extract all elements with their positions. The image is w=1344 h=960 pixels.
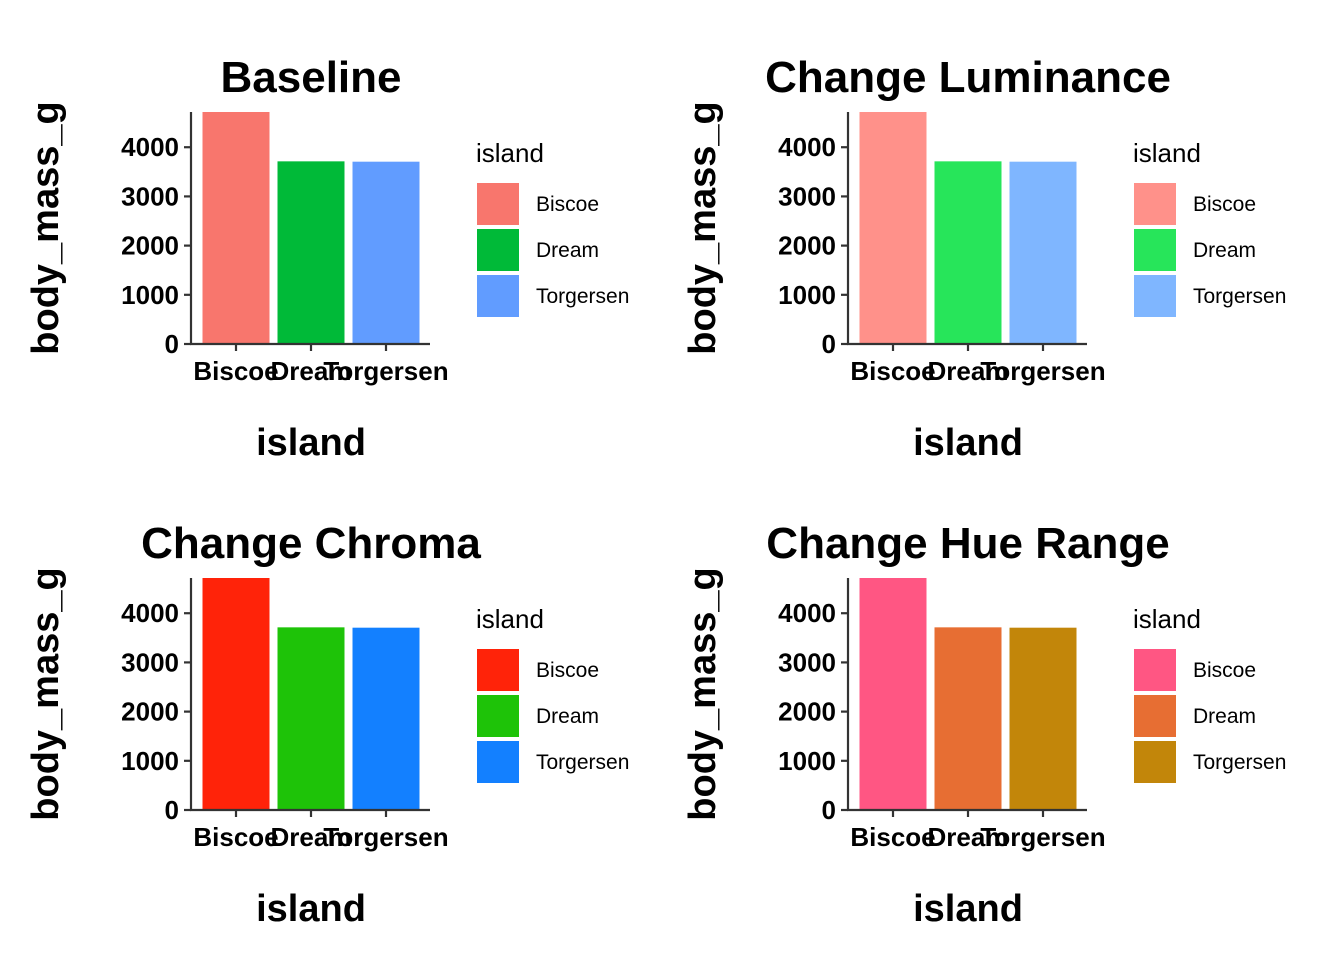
x-tick-label: Dream bbox=[928, 822, 1009, 852]
legend-label: Biscoe bbox=[1193, 659, 1256, 682]
y-tick-label: 3000 bbox=[778, 647, 836, 677]
y-tick-label: 0 bbox=[822, 795, 836, 825]
legend-key-dream bbox=[1134, 229, 1176, 271]
legend-label: Biscoe bbox=[536, 659, 599, 682]
chart-panel-2: Change Luminancebody_mass_gisland0100020… bbox=[682, 53, 1286, 464]
legend-key-dream bbox=[477, 695, 519, 737]
legend-label: Dream bbox=[1193, 239, 1256, 262]
bar-dream bbox=[277, 161, 345, 344]
y-tick-label: 0 bbox=[165, 795, 179, 825]
legend-key-dream bbox=[477, 229, 519, 271]
legend: island Biscoe Dream Torgersen bbox=[476, 138, 629, 317]
x-tick-label: Biscoe bbox=[193, 356, 278, 386]
y-tick-label: 4000 bbox=[121, 132, 179, 162]
legend-label: Torgersen bbox=[1193, 751, 1286, 774]
bar-torgersen bbox=[352, 627, 420, 810]
legend-label: Torgersen bbox=[536, 751, 629, 774]
bar-torgersen bbox=[1009, 161, 1077, 344]
y-tick-label: 1000 bbox=[778, 280, 836, 310]
x-tick-label: Dream bbox=[271, 356, 352, 386]
bar-biscoe bbox=[859, 112, 927, 344]
legend: island Biscoe Dream Torgersen bbox=[1133, 604, 1286, 783]
chart-panel-1: Baselinebody_mass_gisland010002000300040… bbox=[25, 53, 629, 464]
x-axis-title: island bbox=[256, 422, 366, 464]
y-axis-title: body_mass_g bbox=[25, 567, 67, 820]
x-tick-label: Biscoe bbox=[850, 822, 935, 852]
y-tick-label: 3000 bbox=[121, 181, 179, 211]
legend: island Biscoe Dream Torgersen bbox=[1133, 138, 1286, 317]
y-tick-label: 1000 bbox=[121, 746, 179, 776]
y-axis-title: body_mass_g bbox=[25, 101, 67, 354]
x-axis-title: island bbox=[256, 888, 366, 930]
legend: island Biscoe Dream Torgersen bbox=[476, 604, 629, 783]
bar-biscoe bbox=[202, 112, 270, 344]
y-axis-title: body_mass_g bbox=[682, 101, 724, 354]
y-tick-label: 0 bbox=[822, 329, 836, 359]
bar-torgersen bbox=[1009, 627, 1077, 810]
x-tick-label: Biscoe bbox=[193, 822, 278, 852]
legend-title: island bbox=[476, 138, 544, 168]
bar-torgersen bbox=[352, 161, 420, 344]
y-tick-label: 3000 bbox=[121, 647, 179, 677]
y-tick-label: 0 bbox=[165, 329, 179, 359]
legend-label: Torgersen bbox=[536, 285, 629, 308]
bar-dream bbox=[277, 627, 345, 810]
x-axis-title: island bbox=[913, 888, 1023, 930]
x-tick-label: Dream bbox=[928, 356, 1009, 386]
legend-label: Biscoe bbox=[536, 193, 599, 216]
y-tick-label: 2000 bbox=[121, 231, 179, 261]
legend-label: Dream bbox=[536, 705, 599, 728]
legend-key-biscoe bbox=[1134, 183, 1176, 225]
x-tick-label: Biscoe bbox=[850, 356, 935, 386]
chart-title: Change Chroma bbox=[141, 519, 481, 568]
legend-label: Dream bbox=[536, 239, 599, 262]
legend-title: island bbox=[1133, 138, 1201, 168]
chart-panel-4: Change Hue Rangebody_mass_gisland0100020… bbox=[682, 519, 1286, 930]
legend-key-biscoe bbox=[477, 649, 519, 691]
y-axis-title: body_mass_g bbox=[682, 567, 724, 820]
x-tick-label: Torgersen bbox=[323, 356, 448, 386]
bar-dream bbox=[934, 627, 1002, 810]
x-tick-label: Torgersen bbox=[980, 356, 1105, 386]
legend-key-biscoe bbox=[1134, 649, 1176, 691]
y-tick-label: 2000 bbox=[778, 231, 836, 261]
x-axis-title: island bbox=[913, 422, 1023, 464]
legend-key-biscoe bbox=[477, 183, 519, 225]
chart-title: Change Luminance bbox=[765, 53, 1171, 102]
legend-key-torgersen bbox=[1134, 275, 1176, 317]
bar-biscoe bbox=[202, 578, 270, 810]
legend-title: island bbox=[1133, 604, 1201, 634]
chart-panel-3: Change Chromabody_mass_gisland0100020003… bbox=[25, 519, 629, 930]
legend-label: Dream bbox=[1193, 705, 1256, 728]
y-tick-label: 2000 bbox=[778, 697, 836, 727]
legend-label: Biscoe bbox=[1193, 193, 1256, 216]
legend-key-torgersen bbox=[477, 741, 519, 783]
legend-key-torgersen bbox=[1134, 741, 1176, 783]
y-tick-label: 4000 bbox=[778, 132, 836, 162]
bar-biscoe bbox=[859, 578, 927, 810]
chart-title: Change Hue Range bbox=[766, 519, 1169, 568]
legend-title: island bbox=[476, 604, 544, 634]
chart-title: Baseline bbox=[221, 53, 402, 102]
legend-key-torgersen bbox=[477, 275, 519, 317]
x-tick-label: Torgersen bbox=[323, 822, 448, 852]
y-tick-label: 2000 bbox=[121, 697, 179, 727]
x-tick-label: Dream bbox=[271, 822, 352, 852]
y-tick-label: 1000 bbox=[778, 746, 836, 776]
legend-key-dream bbox=[1134, 695, 1176, 737]
y-tick-label: 4000 bbox=[778, 598, 836, 628]
y-tick-label: 1000 bbox=[121, 280, 179, 310]
y-tick-label: 3000 bbox=[778, 181, 836, 211]
y-tick-label: 4000 bbox=[121, 598, 179, 628]
bar-dream bbox=[934, 161, 1002, 344]
x-tick-label: Torgersen bbox=[980, 822, 1105, 852]
legend-label: Torgersen bbox=[1193, 285, 1286, 308]
